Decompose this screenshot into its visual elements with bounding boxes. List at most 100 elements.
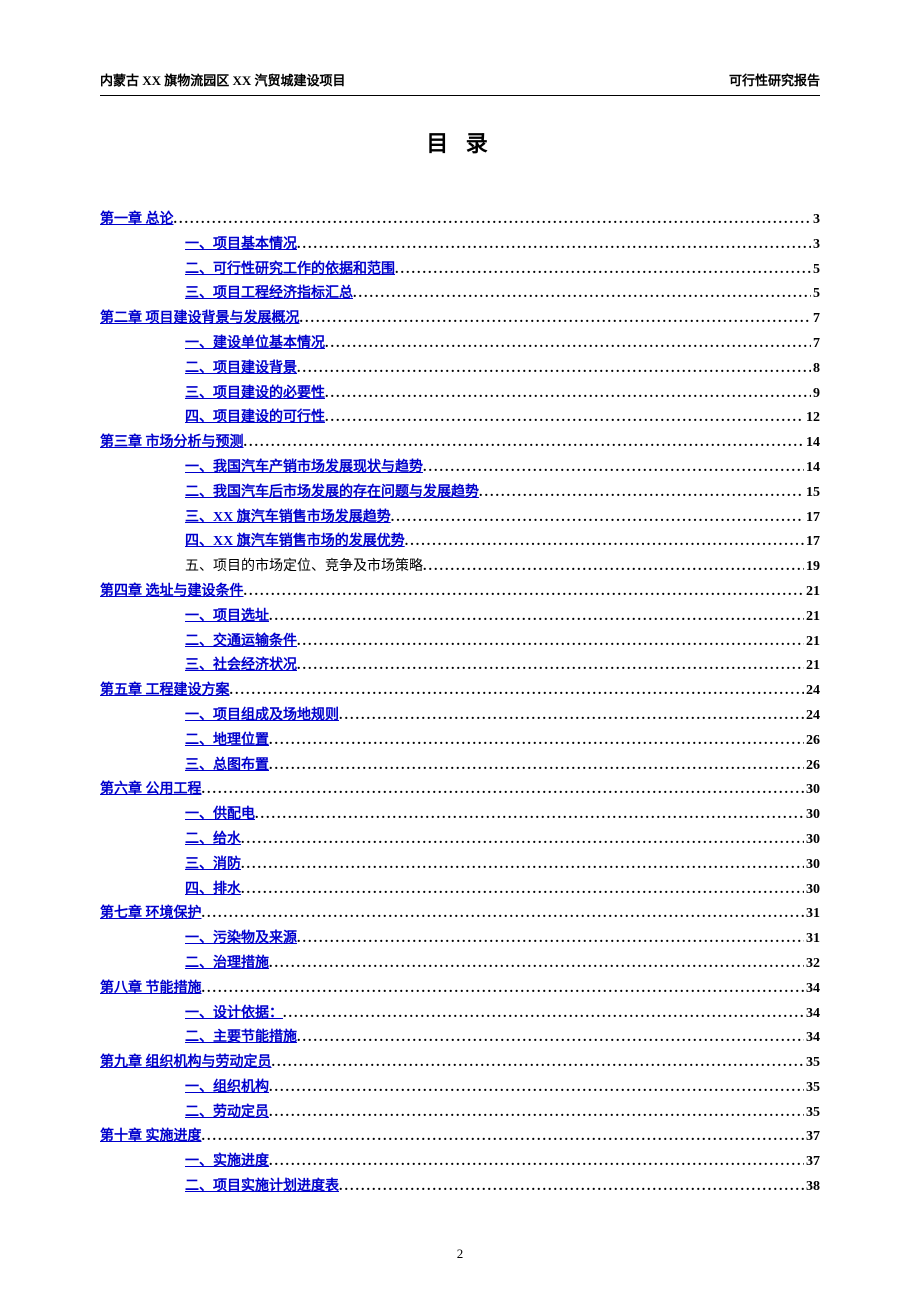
toc-leader — [202, 977, 805, 1001]
toc-leader — [339, 1175, 804, 1199]
toc-leader — [241, 878, 804, 902]
toc-link[interactable]: 二、劳动定员 — [185, 1101, 269, 1125]
toc-entry: 二、可行性研究工作的依据和范围 5 — [185, 258, 820, 282]
toc-leader — [255, 803, 804, 827]
page-header: 内蒙古 XX 旗物流园区 XX 汽贸城建设项目 可行性研究报告 — [100, 70, 820, 96]
toc-link[interactable]: 三、项目工程经济指标汇总 — [185, 282, 353, 306]
toc-leader — [269, 1150, 804, 1174]
toc-page-number: 9 — [811, 382, 820, 406]
toc-entry: 二、交通运输条件 21 — [185, 630, 820, 654]
toc-link[interactable]: 一、设计依据： — [185, 1002, 283, 1026]
toc-link[interactable]: 一、组织机构 — [185, 1076, 269, 1100]
toc-page-number: 14 — [804, 431, 820, 455]
toc-page-number: 35 — [804, 1101, 820, 1125]
toc-page-number: 37 — [804, 1150, 820, 1174]
toc-link[interactable]: 二、项目建设背景 — [185, 357, 297, 381]
toc-page-number: 17 — [804, 506, 820, 530]
toc-leader — [202, 1125, 805, 1149]
toc-link[interactable]: 第八章 节能措施 — [100, 977, 202, 1001]
toc-page-number: 8 — [811, 357, 820, 381]
toc-entry: 一、项目选址 21 — [185, 605, 820, 629]
toc-page-number: 21 — [804, 580, 820, 604]
toc-link[interactable]: 二、主要节能措施 — [185, 1026, 297, 1050]
toc-link[interactable]: 二、治理措施 — [185, 952, 269, 976]
toc-leader — [269, 605, 804, 629]
toc-link[interactable]: 四、项目建设的可行性 — [185, 406, 325, 430]
toc-link[interactable]: 三、社会经济状况 — [185, 654, 297, 678]
toc-link[interactable]: 一、供配电 — [185, 803, 255, 827]
toc-leader — [241, 828, 804, 852]
toc-leader — [297, 357, 811, 381]
toc-link[interactable]: 一、我国汽车产销市场发展现状与趋势 — [185, 456, 423, 480]
toc-leader — [269, 729, 804, 753]
toc-leader — [391, 506, 804, 530]
toc-link[interactable]: 一、建设单位基本情况 — [185, 332, 325, 356]
toc-leader — [244, 580, 805, 604]
toc-page-number: 7 — [811, 332, 820, 356]
toc-leader — [202, 902, 805, 926]
toc-page-number: 3 — [811, 233, 820, 257]
toc-entry: 一、项目基本情况 3 — [185, 233, 820, 257]
toc-leader — [202, 778, 805, 802]
toc-link[interactable]: 四、排水 — [185, 878, 241, 902]
toc-page-number: 14 — [804, 456, 820, 480]
toc-link: 五、项目的市场定位、竞争及市场策略 — [185, 555, 423, 579]
toc-link[interactable]: 第七章 环境保护 — [100, 902, 202, 926]
toc-link[interactable]: 第一章 总论 — [100, 208, 174, 232]
toc-page-number: 24 — [804, 679, 820, 703]
toc-entry: 一、实施进度 37 — [185, 1150, 820, 1174]
header-left: 内蒙古 XX 旗物流园区 XX 汽贸城建设项目 — [100, 70, 346, 89]
toc-link[interactable]: 一、实施进度 — [185, 1150, 269, 1174]
toc-entry: 第十章 实施进度 37 — [100, 1125, 820, 1149]
toc-link[interactable]: 一、项目组成及场地规则 — [185, 704, 339, 728]
toc-link[interactable]: 一、污染物及来源 — [185, 927, 297, 951]
toc-page-number: 37 — [804, 1125, 820, 1149]
toc-link[interactable]: 三、项目建设的必要性 — [185, 382, 325, 406]
toc-link[interactable]: 四、XX 旗汽车销售市场的发展优势 — [185, 530, 405, 554]
toc-link[interactable]: 第六章 公用工程 — [100, 778, 202, 802]
toc-link[interactable]: 二、我国汽车后市场发展的存在问题与发展趋势 — [185, 481, 479, 505]
toc-leader — [269, 952, 804, 976]
toc-leader — [230, 679, 805, 703]
toc-page-number: 26 — [804, 729, 820, 753]
toc-link[interactable]: 三、消防 — [185, 853, 241, 877]
toc-entry: 第七章 环境保护 31 — [100, 902, 820, 926]
toc-link[interactable]: 二、交通运输条件 — [185, 630, 297, 654]
page-number: 2 — [457, 1246, 464, 1262]
toc-link[interactable]: 第三章 市场分析与预测 — [100, 431, 244, 455]
toc-page-number: 30 — [804, 778, 820, 802]
toc-link[interactable]: 第九章 组织机构与劳动定员 — [100, 1051, 272, 1075]
page-title: 目 录 — [100, 126, 820, 158]
toc-page-number: 30 — [804, 853, 820, 877]
toc-leader — [479, 481, 804, 505]
toc-entry: 一、供配电 30 — [185, 803, 820, 827]
toc-page-number: 12 — [804, 406, 820, 430]
toc-link[interactable]: 二、给水 — [185, 828, 241, 852]
toc-entry: 一、我国汽车产销市场发展现状与趋势 14 — [185, 456, 820, 480]
toc-link[interactable]: 第四章 选址与建设条件 — [100, 580, 244, 604]
toc-link[interactable]: 第二章 项目建设背景与发展概况 — [100, 307, 300, 331]
toc-link[interactable]: 二、可行性研究工作的依据和范围 — [185, 258, 395, 282]
toc-link[interactable]: 二、项目实施计划进度表 — [185, 1175, 339, 1199]
toc-entry: 第九章 组织机构与劳动定员 35 — [100, 1051, 820, 1075]
toc-link[interactable]: 第十章 实施进度 — [100, 1125, 202, 1149]
toc-leader — [297, 1026, 804, 1050]
toc-page-number: 15 — [804, 481, 820, 505]
toc-link[interactable]: 一、项目基本情况 — [185, 233, 297, 257]
toc-page-number: 21 — [804, 630, 820, 654]
toc-link[interactable]: 三、XX 旗汽车销售市场发展趋势 — [185, 506, 391, 530]
toc-leader — [405, 530, 804, 554]
toc-link[interactable]: 三、总图布置 — [185, 754, 269, 778]
toc-leader — [272, 1051, 805, 1075]
toc-page-number: 5 — [811, 282, 820, 306]
toc-link[interactable]: 二、地理位置 — [185, 729, 269, 753]
toc-entry: 第三章 市场分析与预测 14 — [100, 431, 820, 455]
toc-page-number: 34 — [804, 977, 820, 1001]
toc-page-number: 21 — [804, 605, 820, 629]
toc-entry: 二、劳动定员 35 — [185, 1101, 820, 1125]
toc-leader — [353, 282, 811, 306]
toc-page-number: 31 — [804, 927, 820, 951]
toc-link[interactable]: 一、项目选址 — [185, 605, 269, 629]
toc-page-number: 7 — [811, 307, 820, 331]
toc-link[interactable]: 第五章 工程建设方案 — [100, 679, 230, 703]
